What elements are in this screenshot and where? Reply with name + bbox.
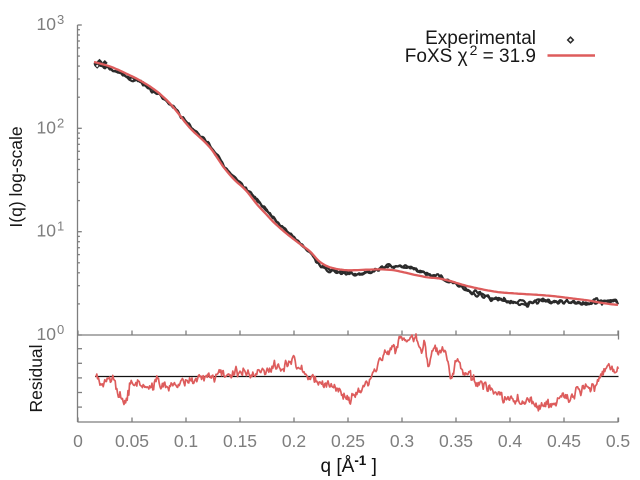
svg-text:I(q) log-scale: I(q) log-scale [6,126,26,227]
svg-text:10: 10 [37,14,57,34]
svg-text:0.45: 0.45 [547,431,581,451]
svg-text:3: 3 [57,12,64,27]
svg-text:0.5: 0.5 [606,431,630,451]
svg-text:Experimental: Experimental [425,28,536,49]
svg-text:10: 10 [37,221,57,241]
svg-text:Residual: Residual [26,344,46,412]
svg-text:2: 2 [57,115,64,130]
svg-text:0.05: 0.05 [115,431,149,451]
svg-text:q [Å-1 ]: q [Å-1 ] [321,453,377,477]
svg-text:0.35: 0.35 [439,431,473,451]
svg-text:1: 1 [57,219,64,234]
svg-text:0.3: 0.3 [390,431,414,451]
svg-text:0.15: 0.15 [223,431,257,451]
svg-text:0.1: 0.1 [174,431,198,451]
svg-text:0: 0 [57,322,64,337]
svg-text:0.2: 0.2 [282,431,306,451]
svg-text:0: 0 [73,431,83,451]
svg-text:0.4: 0.4 [498,431,523,451]
svg-text:10: 10 [37,117,57,137]
svg-text:10: 10 [37,324,57,344]
svg-text:0.25: 0.25 [331,431,365,451]
